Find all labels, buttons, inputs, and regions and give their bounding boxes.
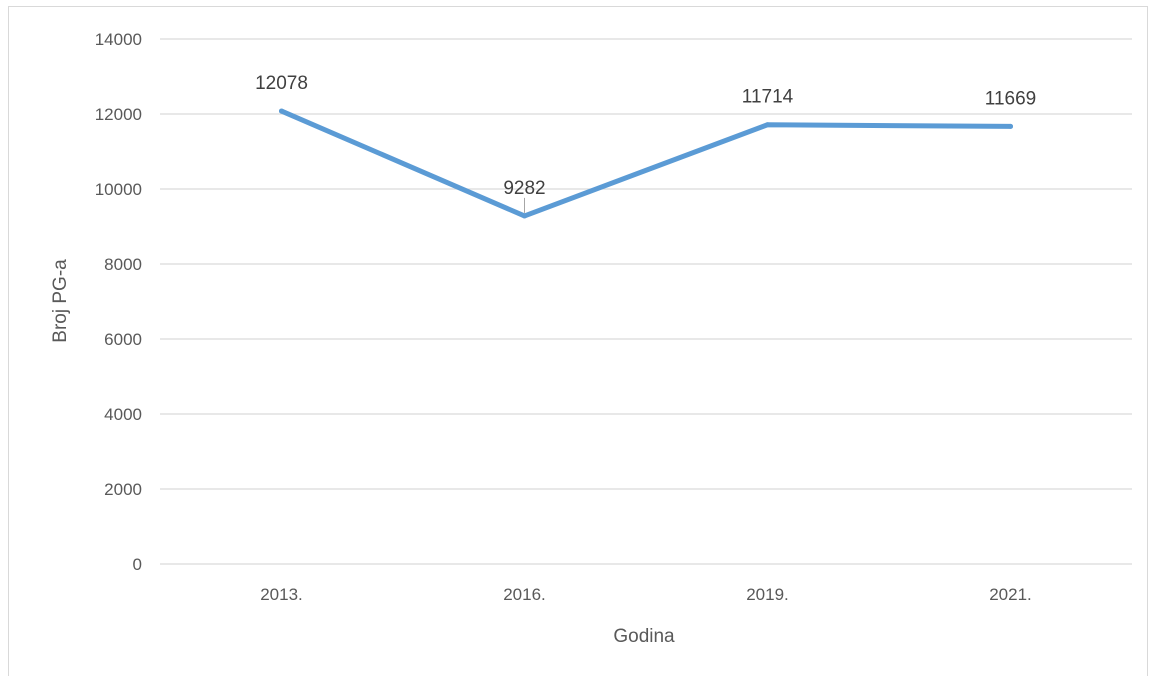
data-labels: 12078 9282 11714 11669 — [255, 73, 1036, 213]
series-line-layer — [279, 108, 1013, 219]
data-label: 11669 — [985, 88, 1036, 109]
x-axis-tick-labels: 2013. 2016. 2019. 2021. — [260, 585, 1032, 604]
gridlines — [160, 38, 1132, 565]
data-point — [765, 122, 770, 128]
y-tick-label: 6000 — [104, 330, 142, 349]
y-tick-label: 2000 — [104, 480, 142, 499]
y-axis-tick-labels: 0 2000 4000 6000 8000 10000 12000 14000 — [95, 30, 142, 574]
data-point — [1008, 123, 1013, 129]
x-tick-label: 2019. — [746, 585, 789, 604]
series-line — [279, 108, 1013, 219]
data-label: 12078 — [255, 73, 308, 94]
data-label: 11714 — [742, 87, 794, 108]
data-label: 9282 — [503, 178, 545, 199]
y-tick-label: 10000 — [95, 180, 142, 199]
y-axis-title: Broj PG-a — [50, 259, 71, 343]
y-tick-label: 14000 — [95, 30, 142, 49]
y-tick-label: 8000 — [104, 255, 142, 274]
x-tick-label: 2021. — [989, 585, 1032, 604]
x-tick-label: 2013. — [260, 585, 303, 604]
data-point — [279, 108, 284, 114]
y-tick-label: 4000 — [104, 405, 142, 424]
chart-frame — [8, 6, 1148, 676]
y-tick-label: 12000 — [95, 105, 142, 124]
y-tick-label: 0 — [133, 555, 142, 574]
x-tick-label: 2016. — [503, 585, 546, 604]
data-point — [522, 213, 527, 219]
x-axis-title: Godina — [613, 626, 675, 647]
